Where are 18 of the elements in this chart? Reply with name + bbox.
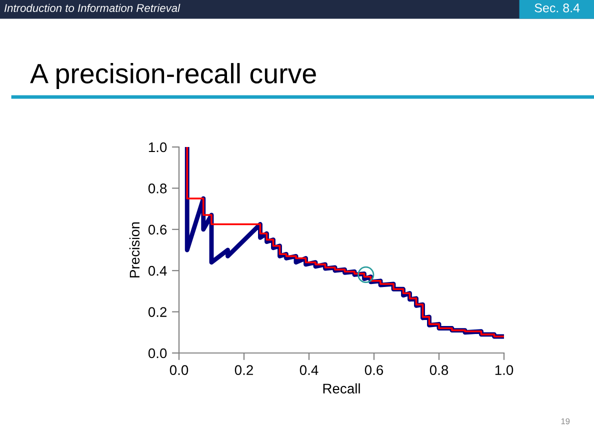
x-tick-label: 0.6 [364,365,384,376]
x-tick-label: 0.2 [234,365,253,376]
y-tick-label: 0.6 [148,224,167,235]
text: Sec. 8.4 [534,4,580,12]
chart-title: A precision-recall curve [30,63,316,89]
y-tick-label: 1.0 [148,142,167,152]
text: Introduction to Information Retrieval [4,4,180,12]
x-tick-label: 0.8 [430,365,448,376]
y-tick-label: 0.8 [148,184,167,194]
text: 19 [561,418,570,424]
y-axis-title: Precision [129,222,140,278]
x-tick-label: 0.4 [300,365,318,376]
x-tick-label: 1.0 [495,365,514,376]
x-axis-title: Recall [323,383,360,394]
y-tick-label: 0.2 [148,307,166,317]
y-tick-label: 0.0 [148,348,167,358]
x-tick-label: 0.0 [170,365,188,376]
y-tick-label: 0.4 [148,266,167,276]
